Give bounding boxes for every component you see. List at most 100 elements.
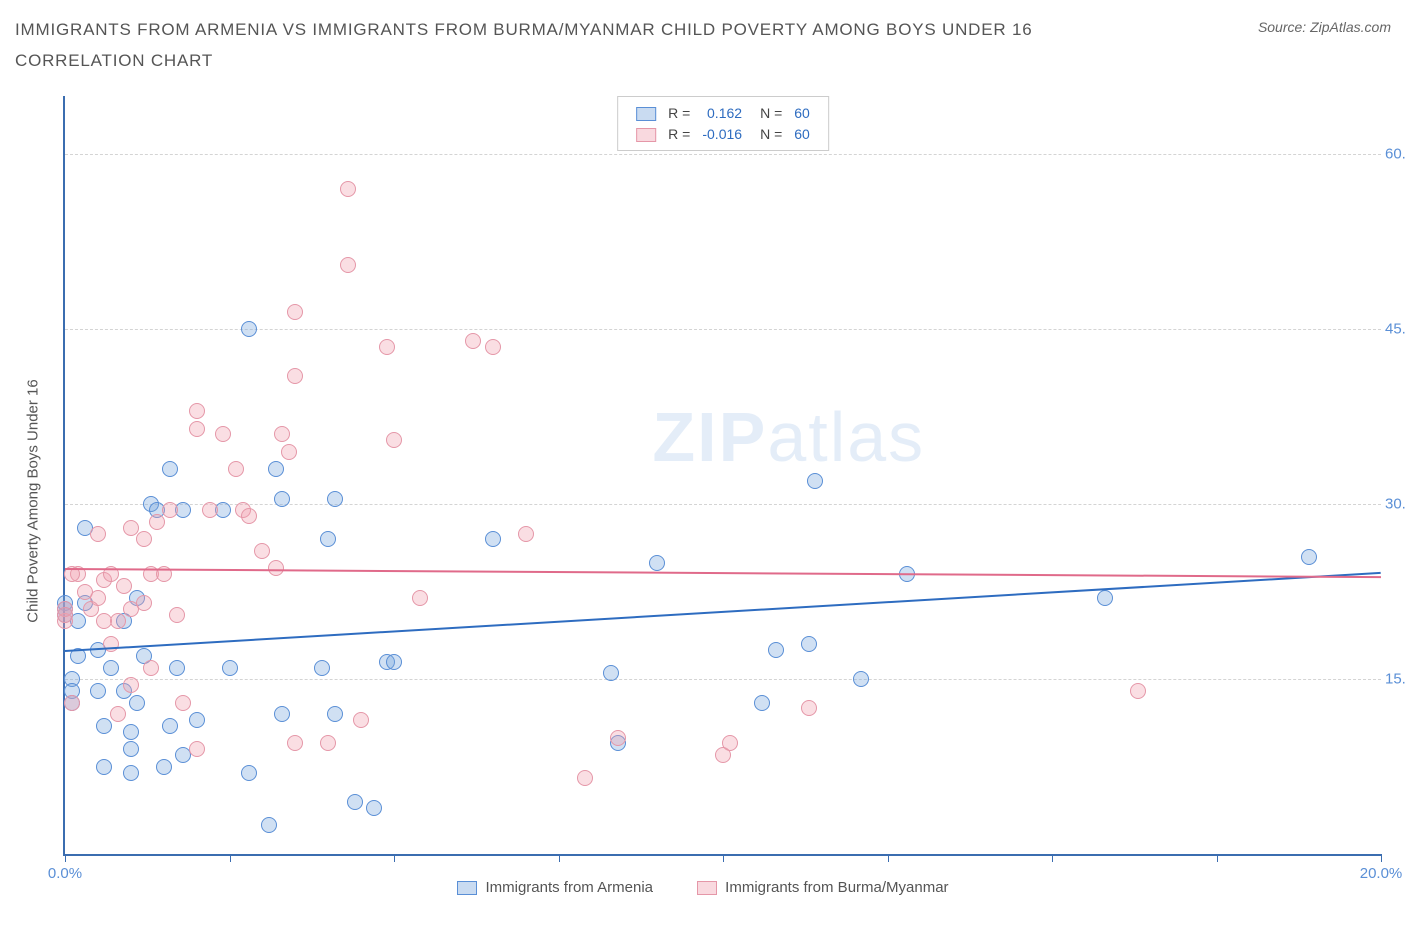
data-point: [136, 531, 152, 547]
data-point: [320, 531, 336, 547]
data-point: [103, 660, 119, 676]
x-tick-mark: [65, 854, 66, 862]
gridline: [65, 679, 1381, 680]
data-point: [129, 695, 145, 711]
data-point: [1301, 549, 1317, 565]
data-point: [485, 531, 501, 547]
trend-line: [65, 572, 1381, 652]
data-point: [412, 590, 428, 606]
data-point: [123, 520, 139, 536]
data-point: [254, 543, 270, 559]
data-point: [96, 759, 112, 775]
data-point: [485, 339, 501, 355]
data-point: [83, 601, 99, 617]
data-point: [274, 426, 290, 442]
data-point: [189, 403, 205, 419]
data-point: [465, 333, 481, 349]
data-point: [386, 654, 402, 670]
data-point: [96, 718, 112, 734]
data-point: [754, 695, 770, 711]
data-point: [123, 741, 139, 757]
data-point: [853, 671, 869, 687]
swatch-icon: [457, 881, 477, 895]
watermark: ZIPatlas: [652, 397, 925, 477]
source-label: Source: ZipAtlas.com: [1258, 19, 1391, 35]
data-point: [722, 735, 738, 751]
data-point: [123, 724, 139, 740]
data-point: [320, 735, 336, 751]
data-point: [327, 706, 343, 722]
legend-stats-row: R = -0.016 N = 60: [630, 123, 816, 143]
data-point: [386, 432, 402, 448]
x-tick-mark: [394, 854, 395, 862]
x-tick-mark: [1052, 854, 1053, 862]
data-point: [768, 642, 784, 658]
data-point: [274, 491, 290, 507]
data-point: [90, 683, 106, 699]
data-point: [189, 421, 205, 437]
gridline: [65, 154, 1381, 155]
x-tick-mark: [1217, 854, 1218, 862]
y-axis-label: Child Poverty Among Boys Under 16: [25, 379, 42, 622]
data-point: [261, 817, 277, 833]
data-point: [64, 695, 80, 711]
data-point: [189, 741, 205, 757]
chart-title: IMMIGRANTS FROM ARMENIA VS IMMIGRANTS FR…: [15, 15, 1115, 76]
data-point: [353, 712, 369, 728]
legend-stats-box: R = 0.162 N = 60 R = -0.016 N = 60: [617, 96, 829, 151]
data-point: [340, 257, 356, 273]
y-tick-label: 60.0%: [1385, 146, 1406, 163]
data-point: [162, 502, 178, 518]
data-point: [103, 636, 119, 652]
legend-bottom: Immigrants from Armenia Immigrants from …: [15, 879, 1391, 896]
data-point: [603, 665, 619, 681]
data-point: [1130, 683, 1146, 699]
y-tick-label: 15.0%: [1385, 671, 1406, 688]
data-point: [577, 770, 593, 786]
data-point: [90, 526, 106, 542]
data-point: [222, 660, 238, 676]
data-point: [649, 555, 665, 571]
data-point: [123, 677, 139, 693]
data-point: [287, 735, 303, 751]
data-point: [314, 660, 330, 676]
data-point: [379, 339, 395, 355]
data-point: [215, 426, 231, 442]
data-point: [801, 636, 817, 652]
legend-item: Immigrants from Armenia: [457, 879, 653, 896]
data-point: [149, 514, 165, 530]
y-tick-label: 30.0%: [1385, 496, 1406, 513]
data-point: [189, 712, 205, 728]
plot-area: ZIPatlas R = 0.162 N = 60 R = -0.016 N =…: [63, 96, 1381, 856]
gridline: [65, 329, 1381, 330]
swatch-icon: [697, 881, 717, 895]
data-point: [96, 613, 112, 629]
x-tick-mark: [559, 854, 560, 862]
data-point: [123, 765, 139, 781]
data-point: [110, 706, 126, 722]
data-point: [518, 526, 534, 542]
y-tick-label: 45.0%: [1385, 321, 1406, 338]
x-tick-mark: [723, 854, 724, 862]
swatch-icon: [636, 128, 656, 142]
data-point: [156, 759, 172, 775]
data-point: [1097, 590, 1113, 606]
data-point: [366, 800, 382, 816]
data-point: [287, 304, 303, 320]
data-point: [116, 578, 132, 594]
data-point: [241, 321, 257, 337]
data-point: [347, 794, 363, 810]
data-point: [241, 765, 257, 781]
swatch-icon: [636, 107, 656, 121]
data-point: [202, 502, 218, 518]
data-point: [169, 660, 185, 676]
data-point: [281, 444, 297, 460]
x-tick-mark: [1381, 854, 1382, 862]
data-point: [268, 461, 284, 477]
data-point: [143, 660, 159, 676]
data-point: [610, 730, 626, 746]
data-point: [807, 473, 823, 489]
data-point: [327, 491, 343, 507]
data-point: [801, 700, 817, 716]
legend-stats-row: R = 0.162 N = 60: [630, 103, 816, 123]
